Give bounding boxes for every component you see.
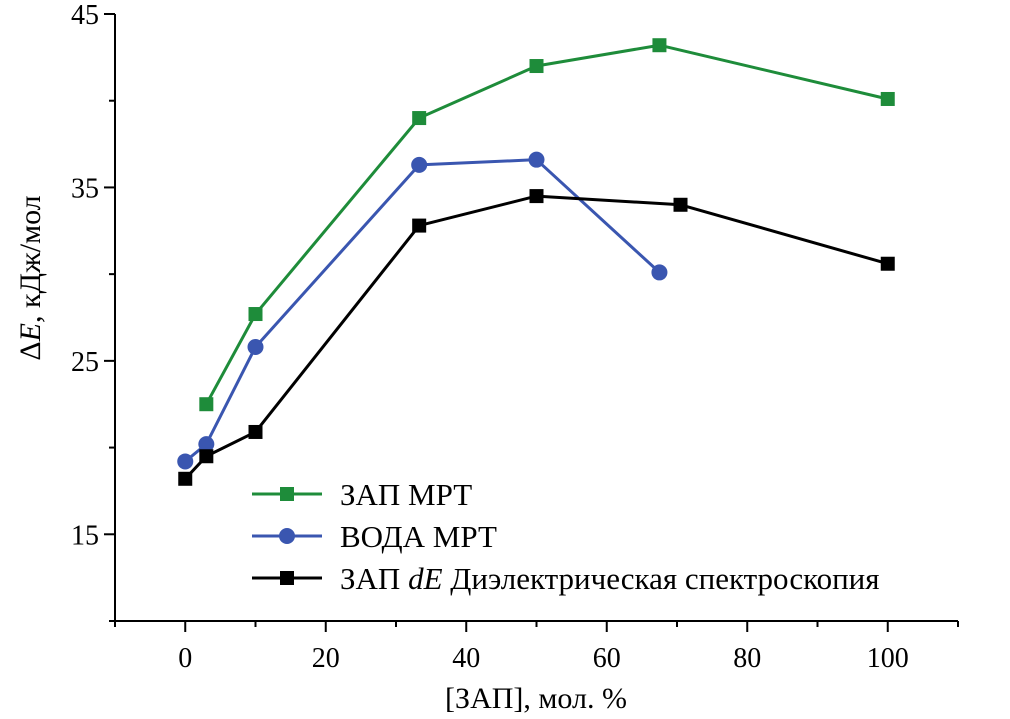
x-tick-label: 100 [867, 643, 909, 674]
legend-label-part: dE [408, 561, 443, 596]
legend-label-part: ВОДА МРТ [340, 519, 497, 554]
data-point [199, 397, 214, 412]
data-point [411, 156, 428, 173]
legend-marker [280, 487, 294, 501]
y-tick-label: 25 [71, 347, 99, 378]
legend: ЗАП МРТ ВОДА МРТ ЗАП dE Диэлектрическая сп… [252, 477, 880, 596]
data-point [247, 338, 264, 355]
data-point [198, 436, 215, 453]
x-axis-title: [ЗАП], мол. % [445, 682, 627, 715]
legend-item-2: ВОДА МРТ [252, 519, 497, 554]
legend-label-part: ЗАП МРТ [340, 477, 472, 512]
data-point [412, 218, 427, 233]
data-point [651, 264, 668, 281]
series-2 [177, 151, 668, 470]
legend-label: ВОДА МРТ [340, 519, 497, 554]
x-tick-label: 60 [593, 643, 621, 674]
series-1 [199, 38, 895, 412]
data-point [528, 151, 545, 168]
legend-item-3: ЗАП dE Диэлектрическая спектроскопия [252, 561, 880, 596]
x-tick-label: 20 [312, 643, 340, 674]
data-point [178, 471, 193, 486]
series-line [205, 43, 889, 405]
legend-marker [280, 571, 294, 585]
series-3 [178, 189, 895, 486]
legend-item-1: ЗАП МРТ [252, 477, 472, 512]
series-layer [177, 38, 895, 486]
legend-label-part: Диэлектрическая спектроскопия [443, 561, 880, 596]
y-axis-title-prefix: Δ [14, 341, 47, 360]
data-point [248, 424, 263, 439]
y-tick-label: 15 [71, 520, 99, 551]
y-axis-title-suffix: , кДж/мол [14, 195, 47, 323]
data-point [199, 449, 214, 464]
data-point [880, 91, 895, 106]
data-point [529, 59, 544, 74]
legend-label: ЗАП МРТ [340, 477, 472, 512]
y-tick-label: 45 [71, 0, 99, 31]
data-point [673, 197, 688, 212]
series-line [184, 194, 889, 480]
x-tick-label: 40 [452, 643, 480, 674]
y-axis-title-variable: E [14, 323, 47, 342]
x-tick-label: 80 [733, 643, 761, 674]
legend-label: ЗАП dE Диэлектрическая спектроскопия [340, 561, 880, 596]
data-point [880, 256, 895, 271]
data-point [177, 453, 194, 470]
data-point [529, 189, 544, 204]
y-axis-title: ΔE, кДж/мол [14, 195, 47, 360]
y-tick-label: 35 [71, 173, 99, 204]
data-point [248, 307, 263, 322]
legend-label-part: ЗАП [340, 561, 408, 596]
x-tick-label: 0 [178, 643, 192, 674]
axes: 0 20 40 60 80 100 15 25 35 45 [71, 0, 959, 674]
data-point [412, 111, 427, 126]
legend-marker [279, 528, 295, 544]
data-point [652, 38, 667, 53]
